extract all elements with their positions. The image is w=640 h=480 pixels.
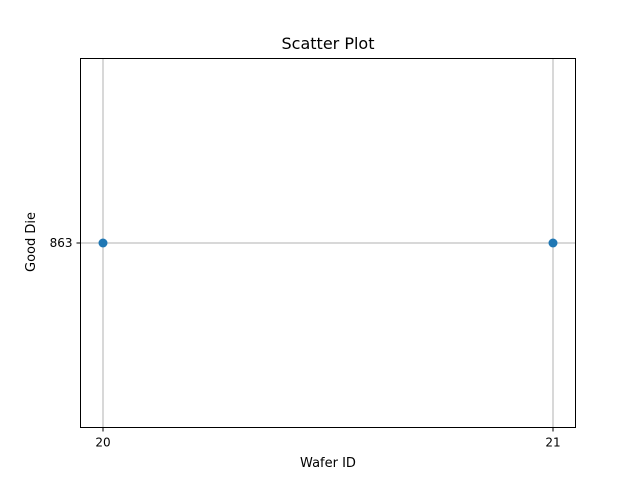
scatter-point (98, 238, 108, 248)
x-tick-label: 20 (95, 436, 110, 450)
axis-ticks: 20 21 863 (50, 236, 561, 450)
y-tick-label: 863 (50, 236, 73, 250)
x-tick-label: 21 (545, 436, 560, 450)
y-axis-label: Good Die (24, 212, 39, 272)
scatter-point (548, 238, 558, 248)
x-axis-label: Wafer ID (300, 456, 356, 471)
chart-title: Scatter Plot (282, 34, 375, 53)
data-points (98, 238, 558, 248)
